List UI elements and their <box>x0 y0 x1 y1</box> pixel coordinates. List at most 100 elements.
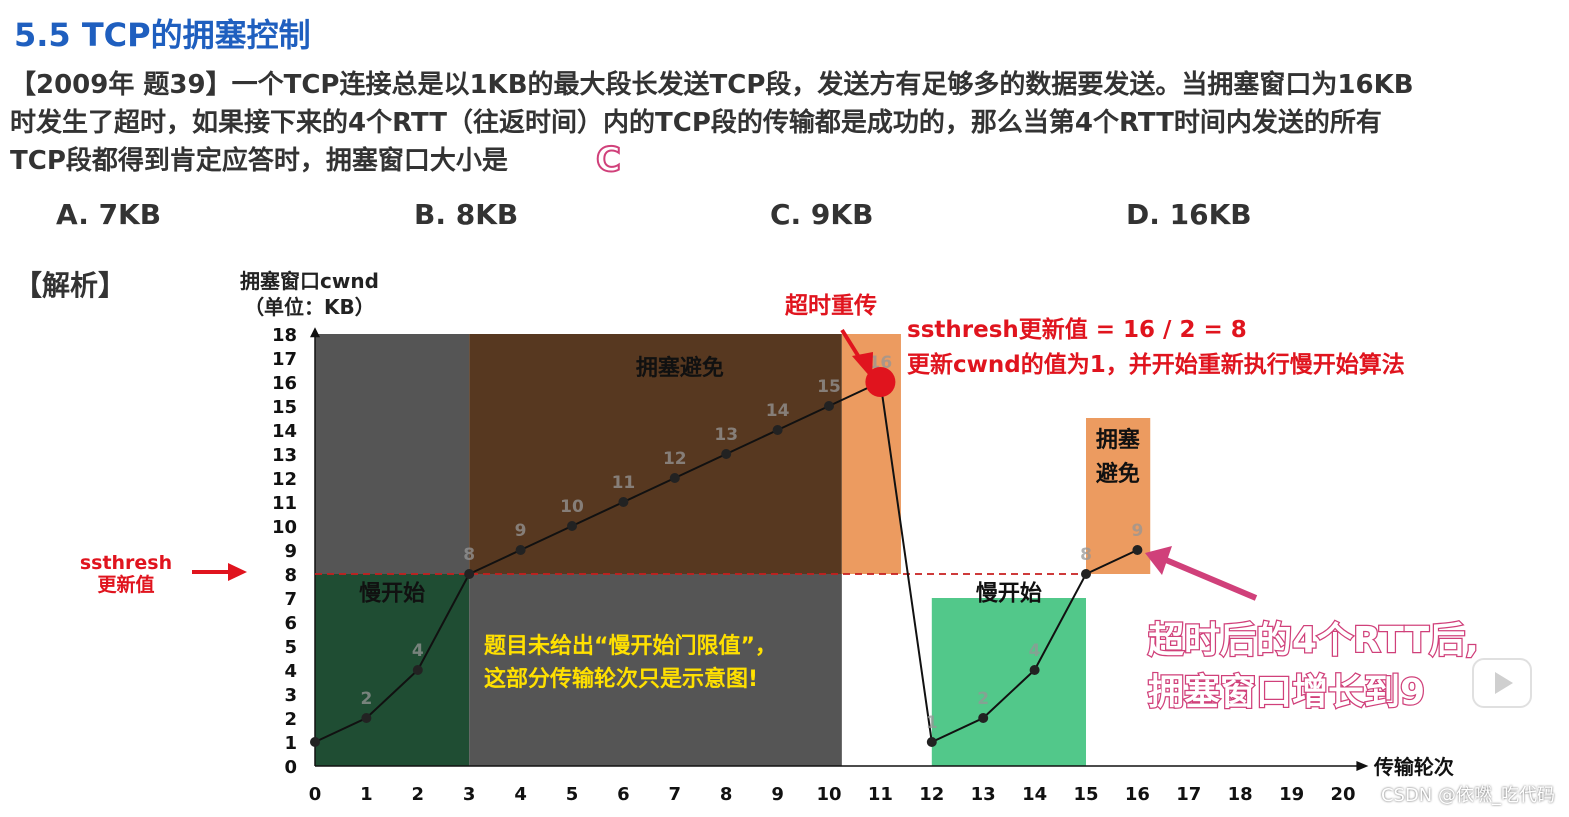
cwnd-point-8 <box>721 449 732 459</box>
cwnd-point-5 <box>567 521 577 531</box>
answer-mark: C <box>595 139 622 181</box>
point-label-6: 11 <box>612 473 636 493</box>
y-tick-1: 1 <box>284 733 297 754</box>
result-arrow-head <box>1145 546 1172 575</box>
point-label-16: 9 <box>1131 521 1143 541</box>
x-tick-20: 20 <box>1330 784 1355 805</box>
cwnd-point-2 <box>412 665 423 675</box>
y-axis-label: 拥塞窗口cwnd （单位：KB） <box>240 268 379 320</box>
note-line-2: 这部分传输轮次只是示意图! <box>484 666 758 692</box>
point-label-12: 1 <box>926 713 938 733</box>
cwnd-point-15 <box>1081 569 1091 579</box>
y-tick-5: 5 <box>284 637 297 658</box>
y-tick-14: 14 <box>272 421 297 442</box>
ssthresh-side-label-2: 更新值 <box>97 573 154 596</box>
cwnd-point-9 <box>772 425 783 435</box>
x-tick-13: 13 <box>971 784 996 805</box>
option-a: A. 7KB <box>56 198 162 231</box>
y-tick-12: 12 <box>272 469 297 490</box>
point-label-15: 8 <box>1080 545 1092 565</box>
region-3 <box>469 574 842 766</box>
y-tick-6: 6 <box>284 613 297 634</box>
x-tick-5: 5 <box>566 784 579 805</box>
question-line-3: TCP段都得到肯定应答时，拥塞窗口大小是 <box>10 146 508 176</box>
region-5 <box>931 598 1086 766</box>
region-label-5: 慢开始 <box>976 580 1042 606</box>
x-tick-0: 0 <box>309 784 322 805</box>
y-tick-18: 18 <box>272 325 297 346</box>
ssthresh-arrow-head <box>228 563 247 581</box>
analysis-label: 【解析】 <box>14 269 127 302</box>
y-axis-label-line2: （单位：KB） <box>244 295 375 319</box>
result-line-1: 超时后的4个RTT后, <box>1148 620 1479 661</box>
region-label-6-line1: 拥塞 <box>1096 427 1141 453</box>
region-label-6-line2: 避免 <box>1096 461 1140 487</box>
ssthresh-side-label-1: ssthresh <box>80 552 172 574</box>
question-line-1: 【2009年 题39】一个TCP连接总是以1KB的最大段长发送TCP段，发送方有… <box>10 70 1414 100</box>
x-tick-8: 8 <box>720 784 733 805</box>
x-tick-16: 16 <box>1125 784 1150 805</box>
cwnd-point-4 <box>515 545 526 555</box>
x-tick-14: 14 <box>1022 784 1047 805</box>
cwnd-point-16 <box>1132 545 1143 555</box>
timeout-arrow-head <box>852 352 873 379</box>
point-label-3: 8 <box>463 545 475 565</box>
play-icon[interactable] <box>1472 658 1532 708</box>
y-axis-label-line1: 拥塞窗口cwnd <box>240 269 379 293</box>
x-tick-18: 18 <box>1228 784 1253 805</box>
x-tick-17: 17 <box>1176 784 1201 805</box>
watermark: CSDN @依嘫_吃代码 <box>1380 785 1555 806</box>
cwnd-point-1 <box>361 713 372 723</box>
point-label-14: 4 <box>1029 641 1041 661</box>
result-line-2: 拥塞窗口增长到9 <box>1148 672 1425 713</box>
region-0 <box>315 574 470 766</box>
point-label-2: 4 <box>412 641 424 661</box>
region-label-0: 慢开始 <box>359 580 425 606</box>
x-tick-9: 9 <box>771 784 784 805</box>
note-line-1: 题目未给出“慢开始门限值”， <box>484 633 777 659</box>
ssthresh-update-text: ssthresh更新值 = 16 / 2 = 8 <box>907 316 1247 343</box>
y-tick-0: 0 <box>284 757 297 778</box>
x-tick-4: 4 <box>514 784 527 805</box>
x-tick-3: 3 <box>463 784 476 805</box>
y-tick-3: 3 <box>284 685 297 706</box>
x-tick-6: 6 <box>617 784 630 805</box>
cwnd-point-12 <box>926 737 937 747</box>
x-tick-12: 12 <box>919 784 944 805</box>
y-tick-8: 8 <box>284 565 297 586</box>
cwnd-point-7 <box>669 473 680 483</box>
point-label-11: 16 <box>869 353 893 373</box>
x-axis-arrow <box>1356 761 1369 771</box>
point-label-4: 9 <box>515 521 527 541</box>
option-b: B. 8KB <box>414 198 519 231</box>
x-tick-15: 15 <box>1073 784 1098 805</box>
cwnd-point-10 <box>824 401 834 411</box>
y-tick-16: 16 <box>272 373 297 394</box>
x-axis-label: 传输轮次 <box>1373 755 1454 779</box>
y-tick-15: 15 <box>272 397 297 418</box>
region-label-2: 拥塞避免 <box>636 355 724 381</box>
point-label-5: 10 <box>560 497 584 517</box>
x-tick-19: 19 <box>1279 784 1304 805</box>
y-tick-13: 13 <box>272 445 297 466</box>
option-c: C. 9KB <box>770 198 874 231</box>
y-tick-7: 7 <box>284 589 297 610</box>
cwnd-point-13 <box>978 713 989 723</box>
timeout-point <box>865 367 896 397</box>
y-tick-9: 9 <box>284 541 297 562</box>
y-tick-2: 2 <box>284 709 297 730</box>
cwnd-reset-text: 更新cwnd的值为1，并开始重新执行慢开始算法 <box>907 351 1405 378</box>
y-axis-arrow <box>310 327 320 338</box>
point-label-1: 2 <box>360 689 372 709</box>
x-tick-7: 7 <box>669 784 682 805</box>
region-2 <box>469 334 842 574</box>
question-line-2: 时发生了超时，如果接下来的4个RTT（往返时间）内的TCP段的传输都是成功的，那… <box>10 108 1382 138</box>
x-tick-10: 10 <box>816 784 841 805</box>
page-title: 5.5 TCP的拥塞控制 <box>14 16 311 54</box>
x-tick-1: 1 <box>360 784 373 805</box>
point-label-9: 14 <box>766 401 790 421</box>
cwnd-point-6 <box>618 497 629 507</box>
timeout-label: 超时重传 <box>785 293 877 319</box>
option-d: D. 16KB <box>1126 198 1252 231</box>
